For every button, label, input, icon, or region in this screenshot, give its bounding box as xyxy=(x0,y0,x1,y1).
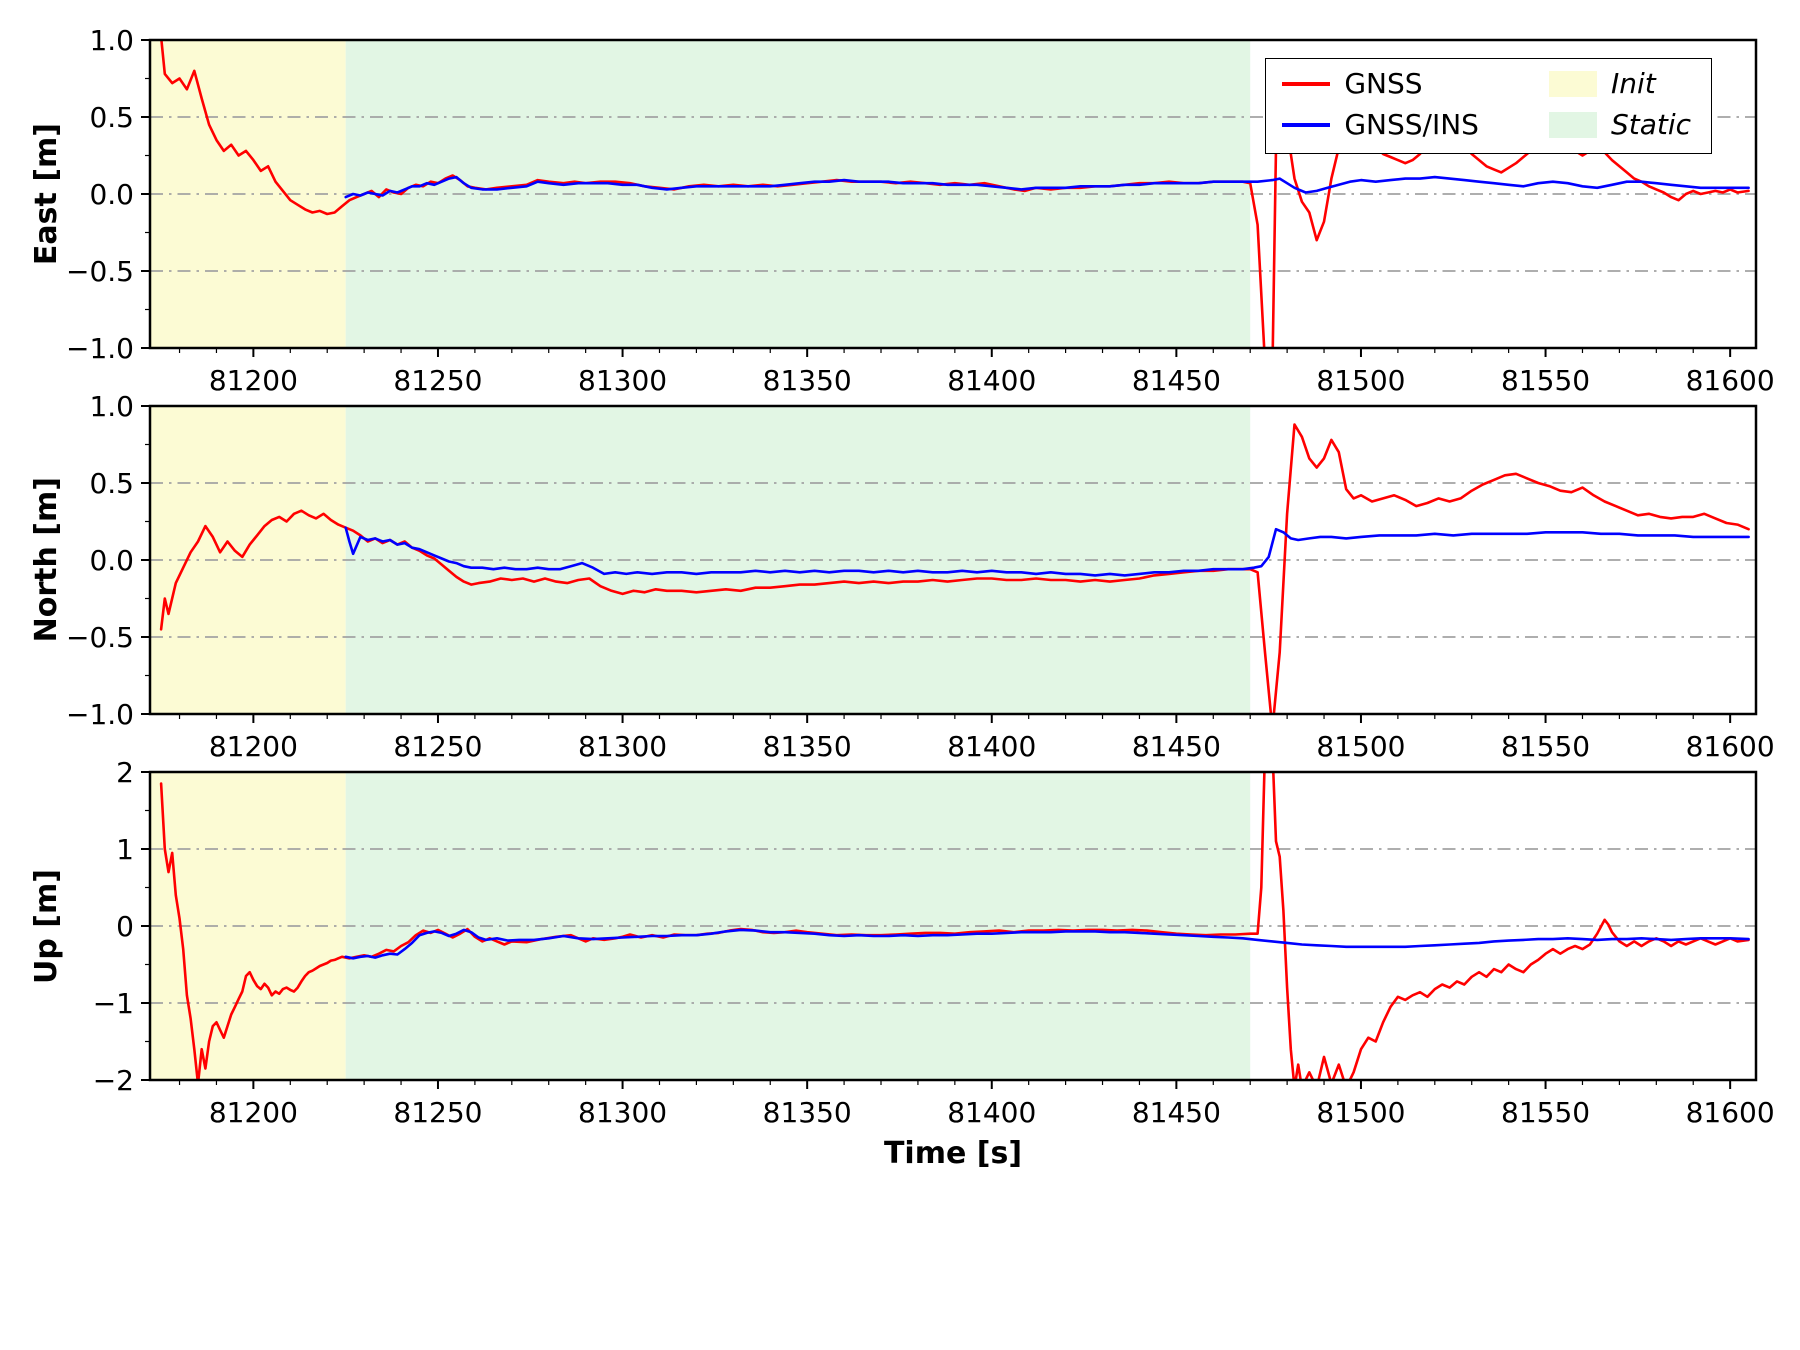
static-region-swatch xyxy=(1548,112,1597,139)
legend-item-gnss: GNSS xyxy=(1282,67,1479,100)
legend-label-gnss: GNSS xyxy=(1344,67,1423,100)
subplot-0: 81200 81250 81300 81350 81400 81450 81500 81550… xyxy=(66,24,1775,397)
init-region-swatch xyxy=(1548,71,1597,98)
y-tick-label: 0.5 xyxy=(89,101,134,134)
y-tick-label: 0 xyxy=(116,910,134,943)
legend-region-column: Init Static xyxy=(1548,67,1691,141)
x-tick-label: 81200 xyxy=(209,1096,298,1129)
region-static xyxy=(345,772,1251,1080)
y-tick-label: 1.0 xyxy=(89,24,134,57)
y-tick-label: 0.0 xyxy=(89,178,134,211)
legend-label-gnss-ins: GNSS/INS xyxy=(1344,107,1479,141)
x-tick-label: 81500 xyxy=(1316,1096,1405,1129)
subplot-1: 81200 81250 81300 81350 81400 81450 81500 81550… xyxy=(66,390,1775,763)
y-tick-label: −0.5 xyxy=(66,255,134,288)
x-tick-label: 81250 xyxy=(393,1096,482,1129)
gnss-ins-line-swatch xyxy=(1282,123,1331,128)
y-axis-label-up: Up [m] xyxy=(28,868,64,984)
x-tick-label: 81250 xyxy=(393,730,482,763)
x-tick-label: 81550 xyxy=(1501,730,1590,763)
gnss-line-swatch xyxy=(1282,82,1331,87)
legend-item-static: Static xyxy=(1548,107,1691,141)
x-tick-label: 81450 xyxy=(1132,730,1221,763)
x-tick-label: 81550 xyxy=(1501,1096,1590,1129)
x-tick-label: 81400 xyxy=(947,1096,1036,1129)
y-tick-label: 2 xyxy=(116,756,134,789)
x-tick-label: 81200 xyxy=(209,730,298,763)
x-tick-label: 81400 xyxy=(947,364,1036,397)
gnss-ins-line xyxy=(344,175,1750,199)
x-tick-label: 81600 xyxy=(1686,1096,1775,1129)
x-tick-label: 81600 xyxy=(1686,730,1775,763)
region-static xyxy=(345,406,1251,714)
y-tick-label: −2 xyxy=(93,1064,134,1097)
y-tick-label: −1 xyxy=(93,987,134,1020)
y-tick-label: 0.5 xyxy=(89,467,134,500)
y-axis-label-north-wrap: North [m] xyxy=(14,406,78,714)
x-tick-label: 81350 xyxy=(763,730,852,763)
y-tick-label: −1.0 xyxy=(66,698,134,731)
legend-label-init: Init xyxy=(1610,67,1656,100)
x-tick-label: 81300 xyxy=(578,730,667,763)
y-axis-label-up-wrap: Up [m] xyxy=(14,772,78,1080)
region-static xyxy=(345,40,1251,348)
x-tick-label: 81250 xyxy=(393,364,482,397)
x-tick-label: 81550 xyxy=(1501,364,1590,397)
legend-item-init: Init xyxy=(1548,67,1691,100)
x-tick-label: 81450 xyxy=(1132,364,1221,397)
y-tick-label: −1.0 xyxy=(66,332,134,365)
x-tick-label: 81200 xyxy=(209,364,298,397)
y-axis-label-north: North [m] xyxy=(28,477,64,643)
x-tick-label: 81400 xyxy=(947,730,1036,763)
legend-series-column: GNSS GNSS/INS xyxy=(1282,67,1479,141)
x-tick-label: 81450 xyxy=(1132,1096,1221,1129)
y-axis-label-east: East [m] xyxy=(28,122,64,266)
gnss-line xyxy=(159,423,1750,714)
x-tick-label: 81350 xyxy=(763,1096,852,1129)
y-tick-label: 1 xyxy=(116,833,134,866)
y-tick-label: 1.0 xyxy=(89,390,134,423)
gnss-ins-line xyxy=(344,526,1750,577)
y-tick-label: 0.0 xyxy=(89,544,134,577)
x-axis-label: Time [s] xyxy=(883,1136,1023,1171)
x-tick-label: 81500 xyxy=(1316,364,1405,397)
legend-item-gnss-ins: GNSS/INS xyxy=(1282,107,1479,141)
x-tick-label: 81300 xyxy=(578,364,667,397)
y-tick-label: −0.5 xyxy=(66,621,134,654)
x-tick-label: 81350 xyxy=(763,364,852,397)
subplot-2: 81200 81250 81300 81350 81400 81450 81500 81550… xyxy=(93,756,1775,1129)
x-tick-label: 81600 xyxy=(1686,364,1775,397)
legend: GNSS GNSS/INS Init Static xyxy=(1265,58,1712,154)
x-tick-label: 81300 xyxy=(578,1096,667,1129)
gnss-ins-line xyxy=(344,928,1750,960)
legend-label-static: Static xyxy=(1610,107,1691,141)
y-axis-label-east-wrap: East [m] xyxy=(14,40,78,348)
x-tick-label: 81500 xyxy=(1316,730,1405,763)
